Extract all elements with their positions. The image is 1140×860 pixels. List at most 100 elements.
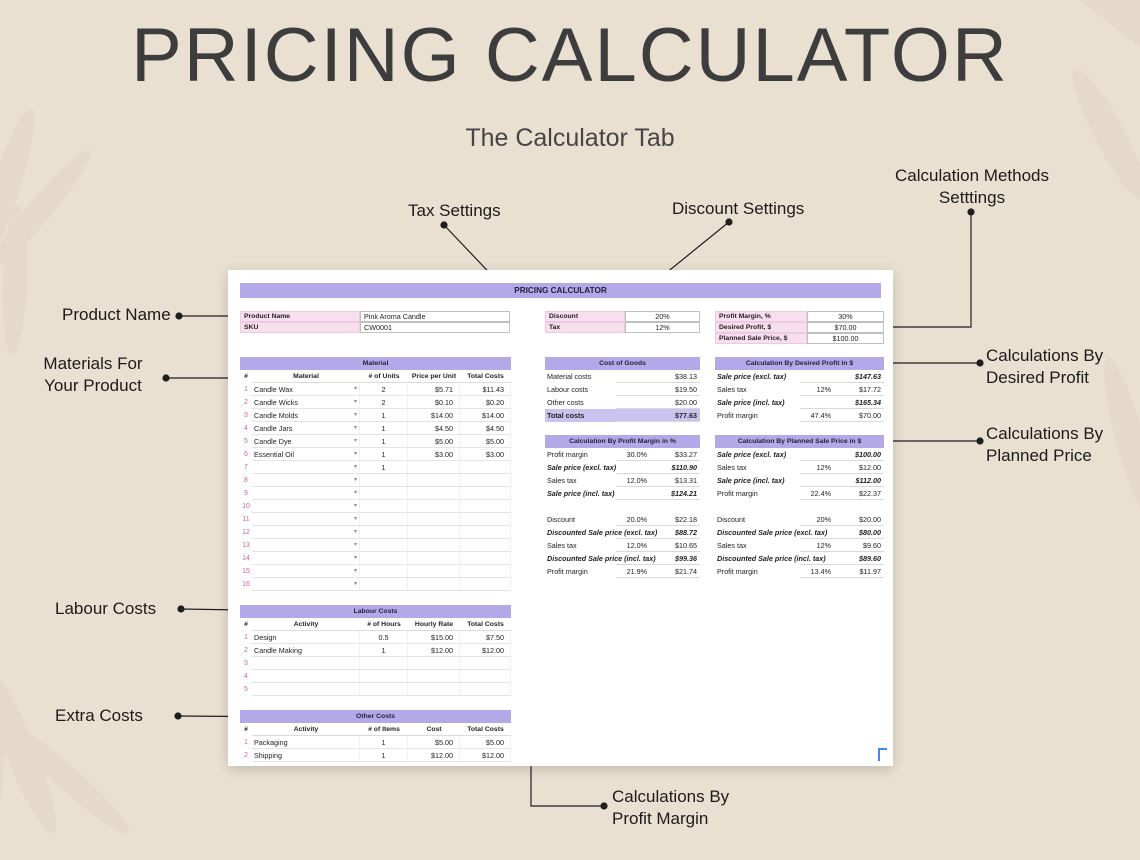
row-number: 10 (242, 503, 250, 510)
material-name-cell[interactable]: Candle Molds ▾ (252, 409, 360, 422)
material-name-cell[interactable]: ▾ (252, 500, 360, 513)
material-name-cell[interactable]: ▾ (252, 565, 360, 578)
activity-cell[interactable]: Shipping (252, 749, 360, 762)
hours-cell[interactable]: 1 (360, 644, 408, 657)
price-cell[interactable]: $4.50 (408, 422, 460, 435)
cost-cell[interactable]: $12.00 (408, 749, 460, 762)
activity-cell[interactable]: Candle Making (252, 644, 360, 657)
price-cell[interactable] (408, 539, 460, 552)
units-cell[interactable] (360, 487, 408, 500)
activity-cell[interactable]: Packaging (252, 736, 360, 749)
dropdown-arrow-icon[interactable]: ▾ (353, 464, 357, 470)
method-setting-cell[interactable]: 30% (807, 311, 884, 322)
material-name-cell[interactable]: ▾ (252, 474, 360, 487)
material-name-cell[interactable]: ▾ (252, 552, 360, 565)
dropdown-arrow-icon[interactable]: ▾ (353, 503, 357, 509)
dropdown-arrow-icon[interactable]: ▾ (353, 386, 357, 392)
dropdown-arrow-icon[interactable]: ▾ (353, 477, 357, 483)
dropdown-arrow-icon[interactable]: ▾ (353, 451, 357, 457)
price-cell[interactable] (408, 513, 460, 526)
method-setting-cell[interactable]: $100.00 (807, 333, 884, 344)
selection-corner-icon (878, 748, 887, 761)
units-cell[interactable] (360, 526, 408, 539)
tax-cell[interactable]: 12% (625, 322, 700, 333)
rate-cell[interactable] (408, 683, 460, 696)
units-cell[interactable]: 1 (360, 461, 408, 474)
units-cell[interactable]: 2 (360, 383, 408, 396)
units-cell[interactable]: 1 (360, 422, 408, 435)
discount-cell[interactable]: 20% (625, 311, 700, 322)
units-cell[interactable]: 2 (360, 396, 408, 409)
dropdown-arrow-icon[interactable]: ▾ (353, 490, 357, 496)
dropdown-arrow-icon[interactable]: ▾ (353, 425, 357, 431)
material-name-cell[interactable]: Candle Dye ▾ (252, 435, 360, 448)
price-cell[interactable] (408, 500, 460, 513)
units-cell[interactable] (360, 500, 408, 513)
material-name-cell[interactable]: ▾ (252, 513, 360, 526)
calc-row-percent (800, 500, 834, 513)
material-name-cell[interactable]: ▾ (252, 526, 360, 539)
material-name-cell[interactable]: ▾ (252, 461, 360, 474)
price-cell[interactable] (408, 461, 460, 474)
cost-cell[interactable]: $5.00 (408, 736, 460, 749)
price-cell[interactable] (408, 474, 460, 487)
calc-row-amount: $89.60 (834, 552, 884, 565)
price-cell[interactable]: $0.10 (408, 396, 460, 409)
units-cell[interactable] (360, 513, 408, 526)
units-cell[interactable] (360, 565, 408, 578)
price-cell[interactable]: $3.00 (408, 448, 460, 461)
price-cell[interactable] (408, 578, 460, 591)
material-name-cell[interactable]: Essential Oil ▾ (252, 448, 360, 461)
units-cell[interactable] (360, 539, 408, 552)
price-cell[interactable]: $5.00 (408, 435, 460, 448)
items-cell[interactable]: 1 (360, 736, 408, 749)
price-cell[interactable]: $5.71 (408, 383, 460, 396)
dropdown-arrow-icon[interactable]: ▾ (353, 542, 357, 548)
price-cell[interactable] (408, 565, 460, 578)
units-cell[interactable]: 1 (360, 435, 408, 448)
price-cell[interactable] (408, 552, 460, 565)
row-number: 15 (242, 568, 250, 575)
dropdown-arrow-icon[interactable]: ▾ (353, 516, 357, 522)
material-name-cell[interactable]: ▾ (252, 487, 360, 500)
units-cell[interactable] (360, 578, 408, 591)
rate-cell[interactable]: $15.00 (408, 631, 460, 644)
price-cell[interactable]: $14.00 (408, 409, 460, 422)
labour-row: 5 (240, 683, 511, 696)
activity-cell[interactable]: Design (252, 631, 360, 644)
material-name-cell[interactable]: Candle Wicks ▾ (252, 396, 360, 409)
hours-cell[interactable] (360, 670, 408, 683)
items-cell[interactable]: 1 (360, 749, 408, 762)
dropdown-arrow-icon[interactable]: ▾ (353, 581, 357, 587)
dropdown-arrow-icon[interactable]: ▾ (353, 568, 357, 574)
units-cell[interactable] (360, 552, 408, 565)
activity-cell[interactable] (252, 657, 360, 670)
material-name-cell[interactable]: Candle Wax ▾ (252, 383, 360, 396)
cost-row: Other costs $20.00 (545, 396, 700, 409)
activity-cell[interactable] (252, 670, 360, 683)
dropdown-arrow-icon[interactable]: ▾ (353, 412, 357, 418)
units-cell[interactable] (360, 474, 408, 487)
material-name-cell[interactable]: ▾ (252, 578, 360, 591)
units-cell[interactable]: 1 (360, 409, 408, 422)
rate-cell[interactable] (408, 670, 460, 683)
product-name-cell[interactable]: Pink Aroma Candle (360, 311, 510, 322)
hours-cell[interactable] (360, 683, 408, 696)
material-name-cell[interactable]: Candle Jars ▾ (252, 422, 360, 435)
units-cell[interactable]: 1 (360, 448, 408, 461)
price-cell[interactable] (408, 487, 460, 500)
method-setting-cell[interactable]: $70.00 (807, 322, 884, 333)
sku-cell[interactable]: CW0001 (360, 322, 510, 333)
activity-cell[interactable] (252, 683, 360, 696)
dropdown-arrow-icon[interactable]: ▾ (353, 399, 357, 405)
dropdown-arrow-icon[interactable]: ▾ (353, 529, 357, 535)
price-cell[interactable] (408, 526, 460, 539)
dropdown-arrow-icon[interactable]: ▾ (353, 438, 357, 444)
hours-cell[interactable] (360, 657, 408, 670)
callout-extra-costs: Extra Costs (55, 706, 143, 725)
rate-cell[interactable] (408, 657, 460, 670)
rate-cell[interactable]: $12.00 (408, 644, 460, 657)
hours-cell[interactable]: 0.5 (360, 631, 408, 644)
dropdown-arrow-icon[interactable]: ▾ (353, 555, 357, 561)
material-name-cell[interactable]: ▾ (252, 539, 360, 552)
